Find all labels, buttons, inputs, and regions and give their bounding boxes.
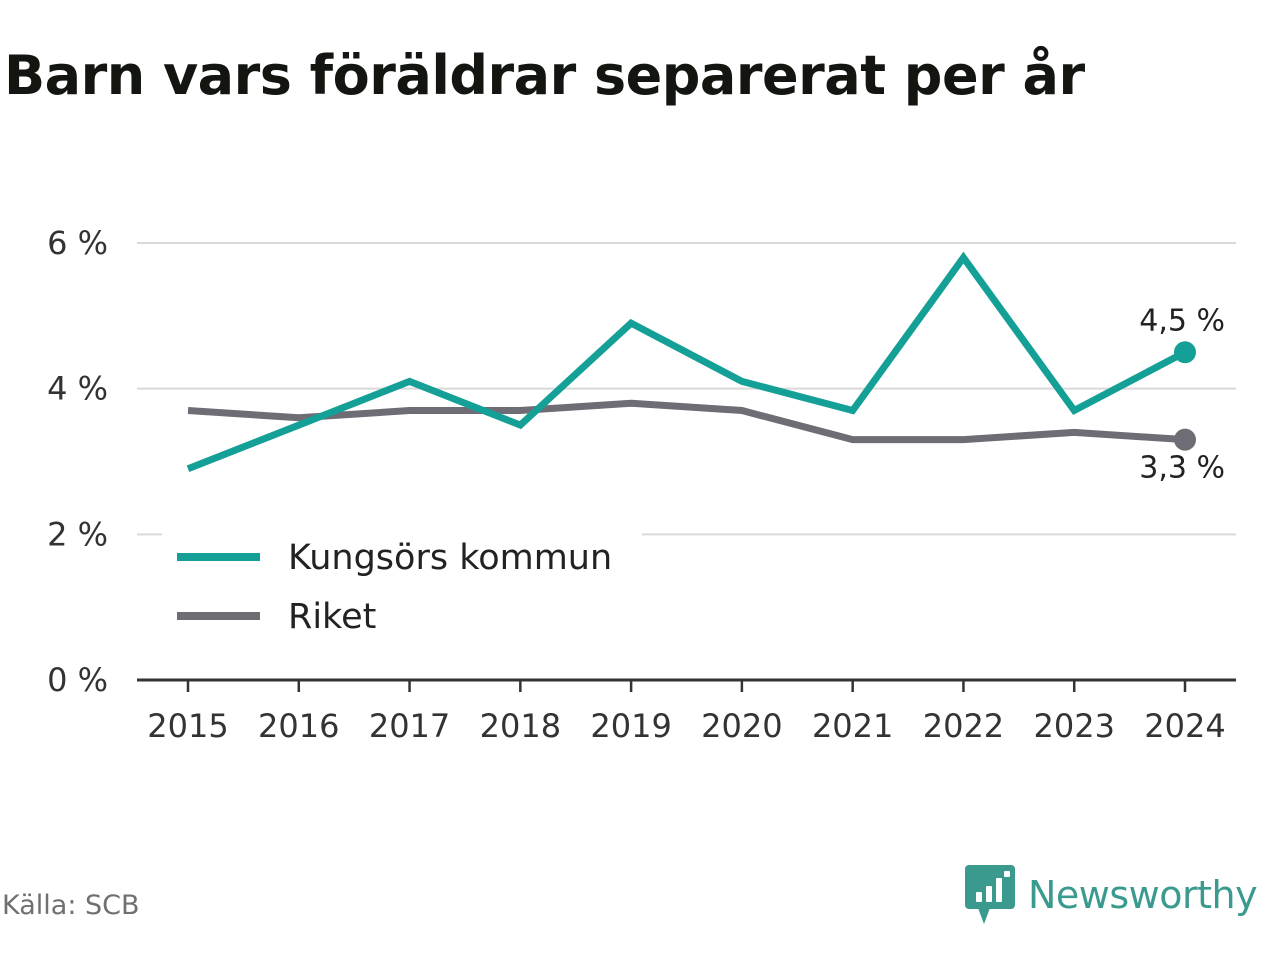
- source-note: Källa: SCB: [2, 890, 140, 921]
- x-tick-label: 2019: [590, 707, 671, 745]
- series-end-label: 3,3 %: [1139, 451, 1225, 486]
- series-end-points: 4,5 % 3,3 %: [1139, 303, 1225, 485]
- legend-label: Riket: [288, 597, 376, 637]
- chart-title: Barn vars föräldrar separerat per år: [4, 44, 1085, 107]
- legend: Kungsörs kommun Riket: [162, 533, 642, 645]
- x-axis-ticks: 2015 2016 2017 2018 2019 2020 2021 2022 2023 2024: [147, 680, 1226, 745]
- y-tick-label: 0 %: [47, 661, 108, 699]
- x-tick-label: 2018: [480, 707, 561, 745]
- x-tick-label: 2023: [1034, 707, 1115, 745]
- series-end-label: 4,5 %: [1139, 303, 1225, 338]
- legend-label: Kungsörs kommun: [288, 538, 612, 578]
- legend-background: [162, 533, 642, 645]
- gridlines: [137, 242, 1236, 536]
- brand-name: Newsworthy: [1028, 873, 1258, 917]
- series-line: [187, 399, 1186, 444]
- newsworthy-logo-icon: [965, 865, 1015, 924]
- series-line: [186, 251, 1187, 473]
- x-tick-label: 2021: [812, 707, 893, 745]
- series-end-point: [1174, 341, 1196, 364]
- x-tick-label: 2016: [258, 707, 339, 745]
- brand-logo[interactable]: Newsworthy: [964, 864, 1258, 926]
- y-tick-label: 6 %: [47, 224, 108, 262]
- y-tick-label: 4 %: [47, 370, 108, 408]
- x-tick-label: 2022: [923, 707, 1004, 745]
- series-end-point: [1174, 428, 1196, 451]
- x-tick-label: 2020: [701, 707, 782, 745]
- y-tick-label: 2 %: [47, 515, 108, 553]
- x-tick-label: 2024: [1144, 707, 1225, 745]
- series-lines: [186, 251, 1187, 473]
- x-tick-label: 2017: [369, 707, 450, 745]
- x-tick-label: 2015: [147, 707, 228, 745]
- y-axis-tick-labels: 0 % 2 % 4 % 6 %: [47, 224, 108, 699]
